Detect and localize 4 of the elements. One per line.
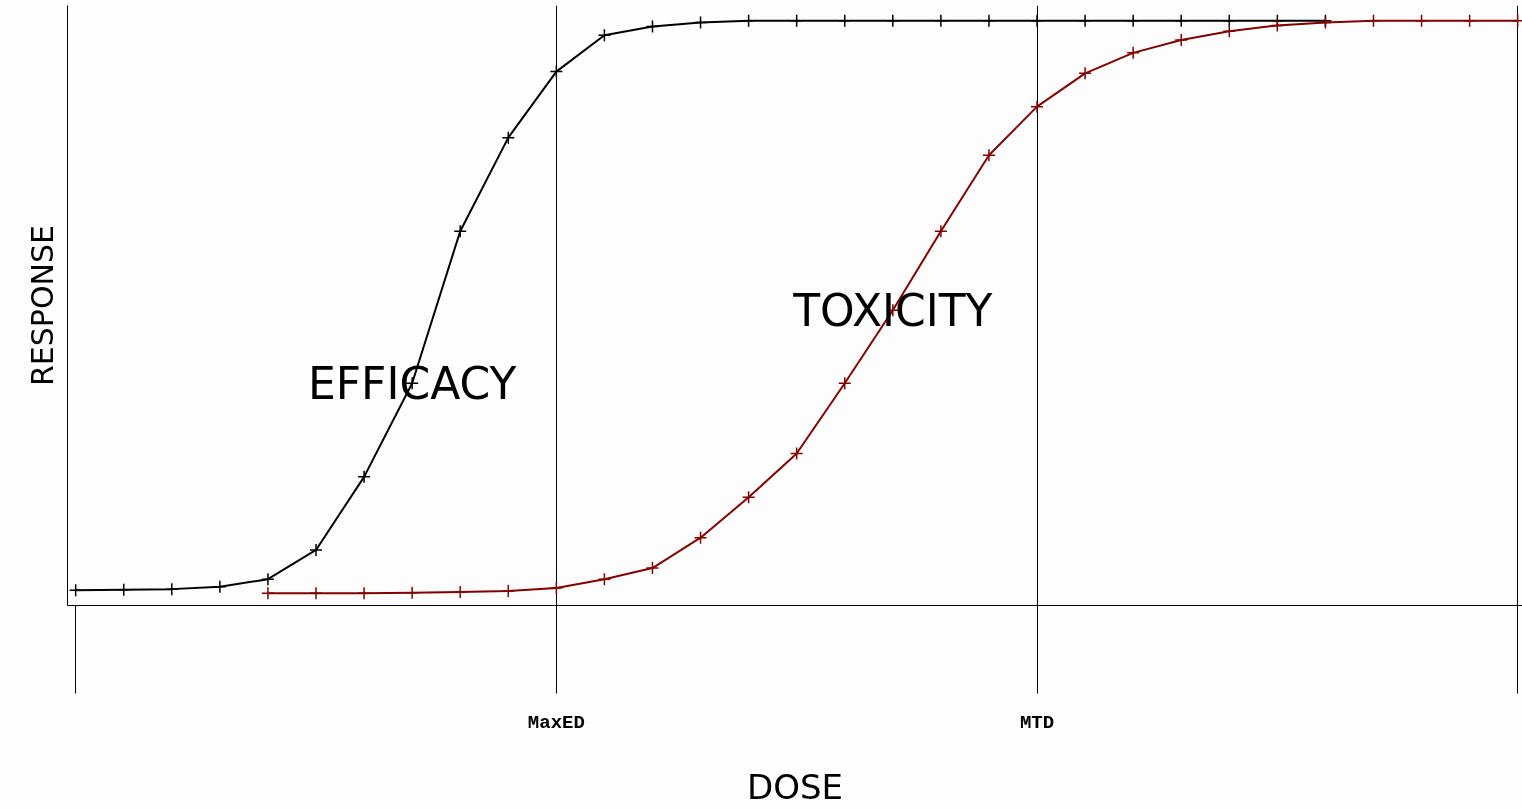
x-tick-label: MTD <box>1019 711 1055 734</box>
y-axis-title: RESPONSE <box>24 224 60 386</box>
x-axis-title: DOSE <box>747 766 844 807</box>
x-tick-label: MaxED <box>527 711 585 734</box>
